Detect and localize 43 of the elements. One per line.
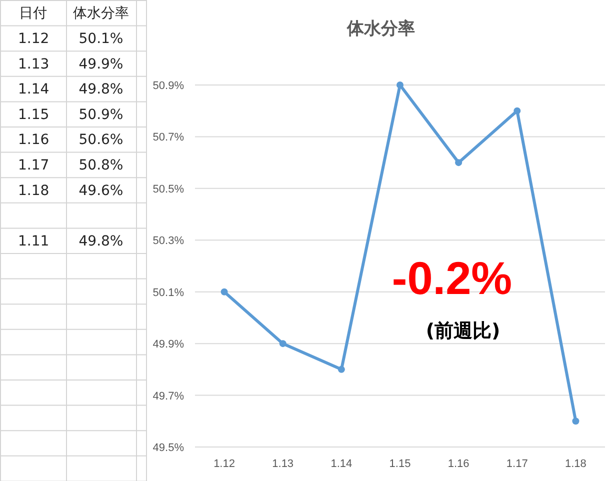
x-tick-label: 1.12: [214, 458, 235, 470]
annotation: -0.2%: [392, 252, 512, 304]
text: 1.15: [18, 106, 50, 123]
y-tick-label: 50.3%: [152, 235, 184, 248]
y-tick-label: 50.1%: [152, 286, 184, 299]
text: 体水分率: [73, 6, 129, 22]
y-tick-label: 50.7%: [152, 132, 184, 144]
point: [514, 107, 521, 114]
point: [338, 366, 345, 373]
text: 1.16: [18, 132, 50, 148]
text: 1.12: [18, 30, 50, 47]
text: 1.13: [18, 56, 50, 72]
x-tick-label: 1.13: [272, 458, 294, 470]
point: [455, 159, 462, 166]
text: 49.9%: [78, 56, 124, 72]
text: 1.14: [18, 82, 50, 98]
text: 50.9%: [78, 106, 124, 123]
point: [572, 418, 580, 425]
annotation: (前週比): [426, 320, 500, 342]
text: 1.17: [18, 157, 50, 174]
y-tick-label: 49.9%: [152, 338, 184, 351]
y-tick-label: 50.5%: [152, 183, 184, 196]
text: 50.8%: [78, 157, 124, 174]
text: 49.6%: [78, 182, 124, 199]
x-tick-label: 1.14: [330, 458, 352, 470]
x-tick-label: 1.16: [448, 458, 470, 470]
point: [220, 288, 228, 296]
text: 日付: [19, 6, 47, 22]
point: [396, 82, 404, 88]
x-tick-label: 1.17: [506, 458, 528, 470]
text: 50.1%: [78, 30, 124, 47]
text: 49.8%: [78, 233, 124, 250]
y-tick-label: 49.5%: [152, 442, 184, 454]
x-tick-label: 1.15: [389, 458, 411, 470]
chart-title: 体水分率: [346, 19, 415, 39]
text: 1.18: [18, 182, 50, 199]
x-tick-label: 1.18: [565, 458, 586, 470]
y-tick-label: 49.7%: [152, 390, 184, 402]
text: 50.6%: [78, 132, 124, 148]
point: [279, 340, 286, 348]
text: 49.8%: [78, 82, 124, 98]
y-tick-label: 50.9%: [152, 80, 184, 92]
text: 1.11: [18, 233, 50, 250]
